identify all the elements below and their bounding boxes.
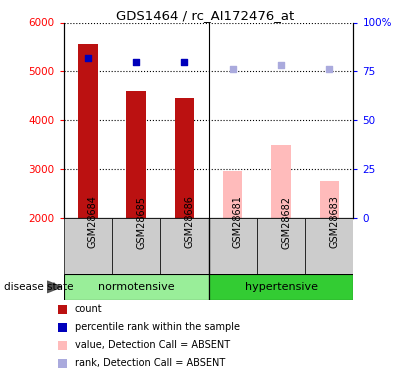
Bar [257, 217, 305, 274]
Text: value, Detection Call = ABSENT: value, Detection Call = ABSENT [75, 340, 230, 350]
Text: GDS1464 / rc_AI172476_at: GDS1464 / rc_AI172476_at [116, 9, 295, 22]
Text: percentile rank within the sample: percentile rank within the sample [75, 322, 240, 332]
Bar [209, 217, 257, 274]
Bar [160, 217, 209, 274]
Bar [320, 181, 339, 218]
Text: GSM28685: GSM28685 [136, 195, 146, 249]
Bar [64, 274, 208, 300]
Text: GSM28682: GSM28682 [281, 195, 291, 249]
Bar [175, 98, 194, 218]
Point [181, 58, 188, 64]
Text: hypertensive: hypertensive [245, 282, 318, 292]
Bar [127, 91, 146, 218]
Bar [78, 45, 97, 218]
Point [229, 66, 236, 72]
Bar [209, 274, 353, 300]
Bar [305, 217, 353, 274]
Polygon shape [47, 281, 62, 292]
Text: GSM28686: GSM28686 [185, 196, 194, 249]
Text: disease state: disease state [4, 282, 74, 292]
Text: GSM28684: GSM28684 [88, 196, 98, 249]
Text: normotensive: normotensive [98, 282, 174, 292]
Point [326, 66, 332, 72]
Text: count: count [75, 304, 102, 314]
Bar [223, 171, 242, 217]
Point [133, 58, 139, 64]
Text: rank, Detection Call = ABSENT: rank, Detection Call = ABSENT [75, 358, 225, 368]
Point [278, 62, 284, 68]
Bar [112, 217, 160, 274]
Text: GSM28681: GSM28681 [233, 196, 243, 249]
Bar [271, 146, 291, 218]
Bar [64, 217, 112, 274]
Point [85, 55, 91, 61]
Text: GSM28683: GSM28683 [329, 196, 339, 249]
